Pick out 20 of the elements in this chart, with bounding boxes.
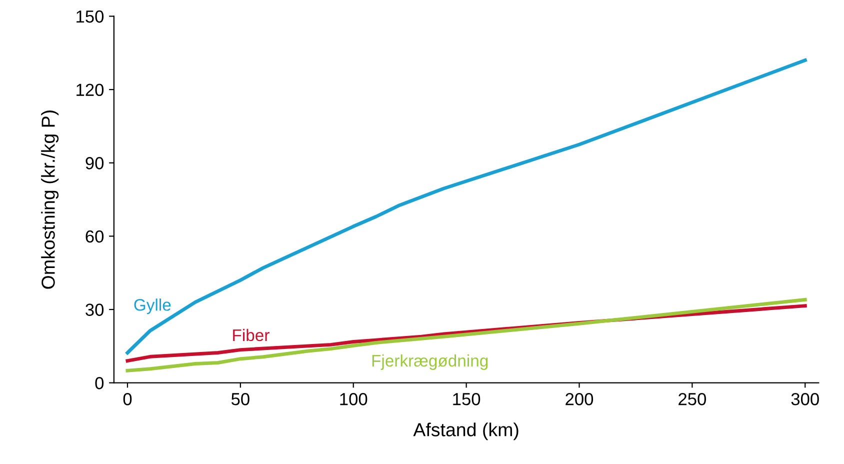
y-tick-label: 90 [86,157,104,170]
series-label: Fjerkrægødning [372,354,488,370]
series-label: Gylle [134,298,171,314]
x-tick-label: 300 [791,392,819,406]
x-axis-title: Afstand (km) [413,422,518,440]
line-series [126,298,807,372]
y-tick-label: 120 [76,84,104,96]
y-tick-label: 30 [86,304,104,316]
line-series [126,58,807,354]
series-label: Fiber [233,328,270,342]
x-tick-label: 100 [340,392,368,406]
x-tick-label: 150 [453,392,480,406]
x-tick-label: 200 [566,392,594,406]
y-tick-label: 150 [76,10,104,23]
x-tick-label: 0 [123,392,132,406]
y-tick-label: 60 [86,230,104,243]
y-axis-title: Omkostning (kr./kg P) [41,110,59,289]
x-tick-label: 250 [678,392,706,406]
x-tick-label: 50 [231,392,250,406]
y-tick-label: 0 [95,376,104,390]
